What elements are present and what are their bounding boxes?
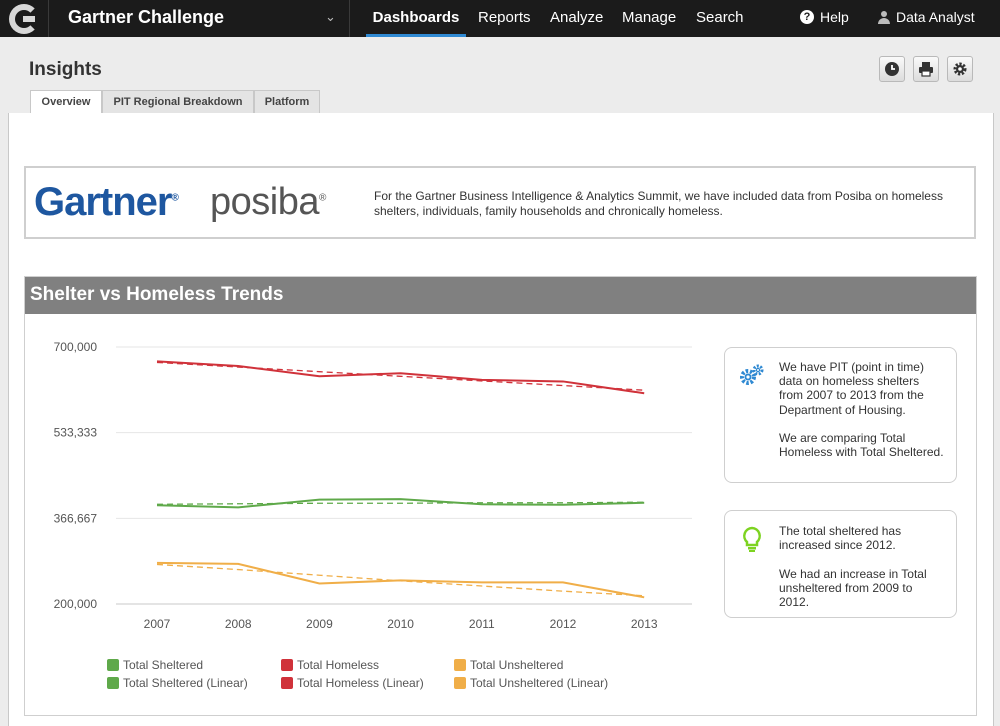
lightbulb-icon	[743, 526, 761, 552]
series-line	[156, 360, 645, 395]
legend-swatch	[454, 659, 466, 671]
y-tick-label: 200,000	[54, 597, 98, 611]
legend-label: Total Unsheltered (Linear)	[470, 676, 608, 690]
nav-analyze[interactable]: Analyze	[550, 9, 604, 26]
user-icon	[878, 10, 890, 24]
print-icon	[919, 62, 933, 77]
legend-label: Total Unsheltered	[470, 658, 563, 672]
print-button[interactable]	[913, 56, 939, 82]
legend-swatch	[107, 659, 119, 671]
note-card: The total sheltered has increased since …	[724, 510, 957, 618]
banner-text: For the Gartner Business Intelligence & …	[374, 189, 943, 218]
logo-g-icon	[9, 3, 39, 34]
y-tick-label: 366,667	[54, 511, 98, 525]
series-line	[156, 498, 645, 509]
app-title[interactable]: Gartner Challenge	[68, 7, 225, 27]
legend-swatch	[107, 677, 119, 689]
note-text: We have PIT (point in time) data on home…	[779, 360, 944, 460]
info-banner: Gartner® posiba® For the Gartner Busines…	[24, 166, 976, 239]
x-tick-label: 2009	[306, 617, 333, 631]
legend-label: Total Homeless	[297, 658, 379, 672]
nav-search[interactable]: Search	[696, 9, 744, 26]
page-title: Insights	[29, 59, 102, 80]
gartner-logo: Gartner®	[34, 180, 179, 224]
legend-label: Total Homeless (Linear)	[297, 676, 424, 690]
help-icon: ?	[800, 10, 814, 24]
chevron-down-icon[interactable]: ⌄	[325, 9, 336, 24]
gears-icon	[740, 364, 764, 385]
help-label: Help	[820, 9, 849, 25]
x-tick-label: 2012	[550, 617, 577, 631]
user-label: Data Analyst	[896, 9, 975, 25]
legend-swatch	[281, 659, 293, 671]
help-link[interactable]: ? Help	[800, 9, 849, 25]
history-button[interactable]	[879, 56, 905, 82]
nav-dashboards[interactable]: Dashboards	[366, 0, 466, 37]
x-tick-label: 2011	[469, 617, 495, 631]
settings-button[interactable]	[947, 56, 973, 82]
user-menu[interactable]: Data Analyst	[878, 9, 975, 25]
top-navbar: Gartner Challenge ⌄ Dashboards Reports A…	[0, 0, 1000, 37]
posiba-logo: posiba®	[210, 181, 326, 223]
x-tick-label: 2007	[144, 617, 171, 631]
trend-line	[156, 501, 645, 505]
legend-swatch	[281, 677, 293, 689]
nav-manage[interactable]: Manage	[622, 9, 677, 26]
app-logo[interactable]	[0, 0, 48, 37]
trend-line	[156, 563, 645, 597]
y-tick-label: 700,000	[54, 340, 98, 354]
gear-icon	[953, 62, 967, 76]
note-card: We have PIT (point in time) data on home…	[724, 347, 957, 483]
legend-label: Total Sheltered (Linear)	[123, 676, 248, 690]
panel-title: Shelter vs Homeless Trends	[25, 277, 976, 314]
legend-label: Total Sheltered	[123, 658, 203, 672]
divider	[48, 0, 49, 37]
tab-pit-regional-breakdown[interactable]: PIT Regional Breakdown	[102, 90, 254, 114]
tab-platform[interactable]: Platform	[254, 90, 320, 114]
x-tick-label: 2008	[225, 617, 252, 631]
divider	[349, 0, 350, 37]
trend-line	[156, 361, 645, 391]
y-tick-label: 533,333	[54, 426, 98, 440]
nav-reports[interactable]: Reports	[478, 9, 531, 26]
x-tick-label: 2013	[631, 617, 658, 631]
note-text: The total sheltered has increased since …	[779, 524, 927, 610]
clock-icon	[885, 62, 899, 76]
legend-swatch	[454, 677, 466, 689]
x-tick-label: 2010	[387, 617, 414, 631]
tab-overview[interactable]: Overview	[30, 90, 102, 115]
